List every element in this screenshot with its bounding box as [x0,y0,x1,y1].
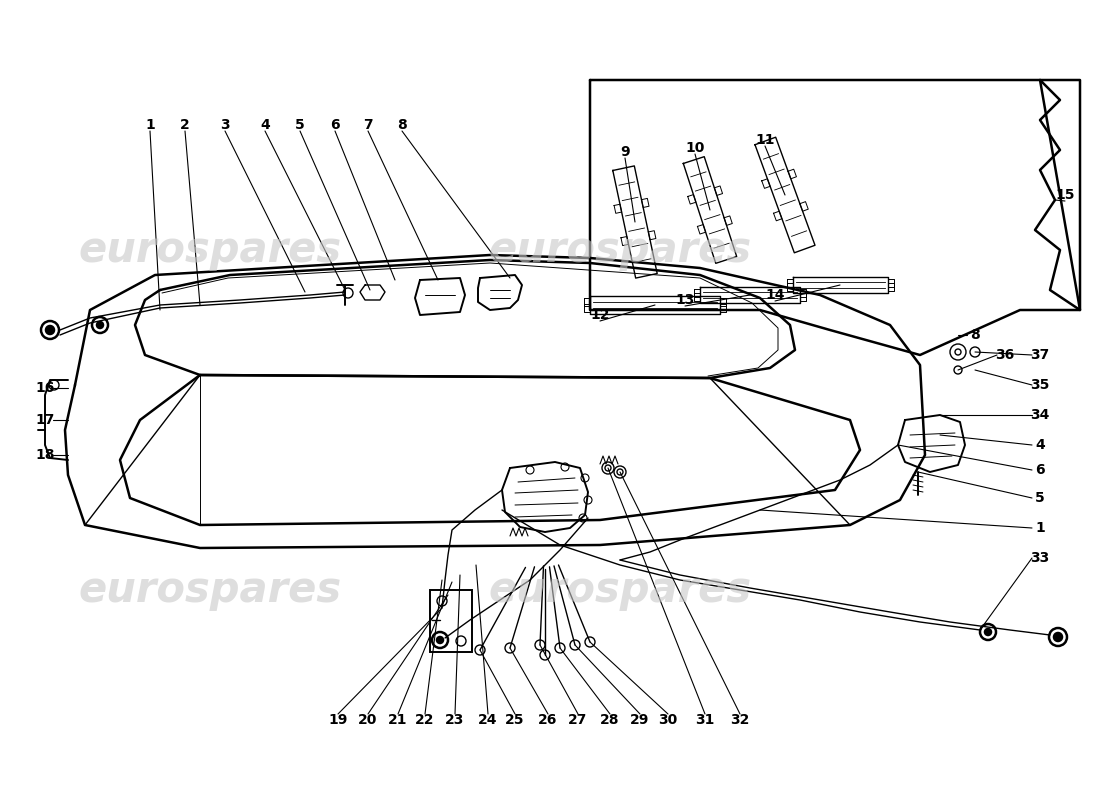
Text: 1: 1 [145,118,155,132]
Text: 29: 29 [630,713,650,727]
Text: 12: 12 [591,308,609,322]
Text: 30: 30 [659,713,678,727]
Text: 4: 4 [260,118,270,132]
Text: 8: 8 [397,118,407,132]
Circle shape [1054,633,1062,641]
Text: 36: 36 [996,348,1014,362]
Text: 5: 5 [1035,491,1045,505]
Text: 11: 11 [756,133,774,147]
Text: 34: 34 [1031,408,1049,422]
Text: 37: 37 [1031,348,1049,362]
Text: 32: 32 [730,713,750,727]
Text: 14: 14 [766,288,784,302]
Text: 1: 1 [1035,521,1045,535]
Text: 21: 21 [388,713,408,727]
Circle shape [984,629,991,635]
Text: 6: 6 [1035,463,1045,477]
Text: 6: 6 [330,118,340,132]
Text: 3: 3 [220,118,230,132]
Text: eurospares: eurospares [78,569,342,611]
Circle shape [97,322,103,328]
Text: 5: 5 [295,118,305,132]
Text: 4: 4 [1035,438,1045,452]
Text: 24: 24 [478,713,497,727]
Text: 10: 10 [685,141,705,155]
Text: 13: 13 [675,293,695,307]
Text: 20: 20 [359,713,377,727]
Circle shape [46,326,54,334]
Text: 27: 27 [569,713,587,727]
Text: 9: 9 [620,145,630,159]
Text: 35: 35 [1031,378,1049,392]
Text: 25: 25 [505,713,525,727]
Text: 7: 7 [363,118,373,132]
Text: 19: 19 [328,713,348,727]
Text: 15: 15 [1055,188,1075,202]
Text: 22: 22 [416,713,434,727]
Bar [430,590,472,652]
Text: 8: 8 [970,328,980,342]
Text: 16: 16 [35,381,55,395]
Text: 31: 31 [695,713,715,727]
Text: 23: 23 [446,713,464,727]
Text: 33: 33 [1031,551,1049,565]
Text: eurospares: eurospares [488,229,751,271]
Text: 26: 26 [538,713,558,727]
Circle shape [437,637,443,643]
Text: 2: 2 [180,118,190,132]
Text: 28: 28 [601,713,619,727]
Text: eurospares: eurospares [78,229,342,271]
Text: 18: 18 [35,448,55,462]
Text: eurospares: eurospares [488,569,751,611]
Text: 17: 17 [35,413,55,427]
